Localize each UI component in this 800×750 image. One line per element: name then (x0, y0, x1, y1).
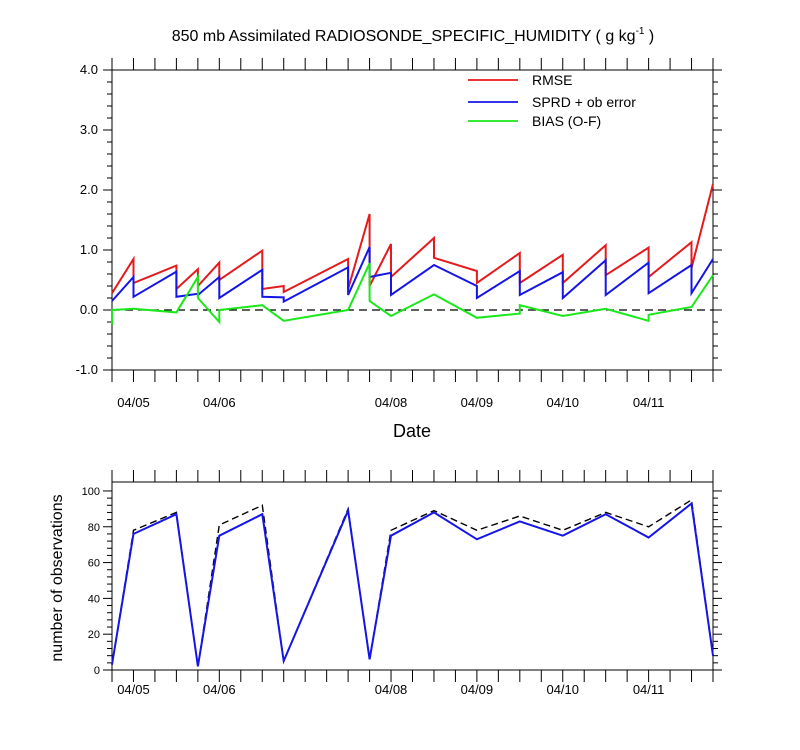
y-tick-label: 3.0 (80, 122, 98, 137)
y-tick-labels: -1.0 0.0 1.0 2.0 3.0 4.0 (76, 62, 98, 377)
y-tick-label: 60 (88, 558, 100, 570)
series-line-sprd-ob-error (111, 246, 714, 304)
y-tick-label: 20 (88, 629, 100, 641)
axis-ticks (103, 58, 722, 382)
series-line-bias-o-f (111, 262, 714, 325)
plot-area-frame (111, 69, 714, 371)
x-tick-label: 04/05 (117, 682, 150, 697)
x-tick-labels: 04/05 04/06 04/08 04/09 04/10 04/11 (117, 395, 664, 410)
y-tick-label: 80 (88, 522, 100, 534)
chart-title-text: 850 mb Assimilated RADIOSONDE_SPECIFIC_H… (172, 28, 636, 45)
y-tick-label: -1.0 (76, 362, 98, 377)
x-tick-label: 04/10 (546, 682, 579, 697)
y-tick-label: 40 (88, 593, 100, 605)
chart-title: 850 mb Assimilated RADIOSONDE_SPECIFIC_H… (172, 26, 655, 45)
x-tick-label: 04/06 (203, 682, 236, 697)
y-axis-label: number of observations (49, 494, 66, 661)
legend-label-sprd: SPRD + ob error (532, 94, 636, 110)
series-line-rmse (111, 183, 714, 294)
x-tick-label: 04/10 (546, 395, 579, 410)
x-tick-label: 04/09 (461, 395, 494, 410)
x-tick-label: 04/11 (633, 395, 665, 410)
x-tick-labels: 04/05 04/06 04/08 04/09 04/10 04/11 (117, 682, 664, 697)
y-tick-label: 100 (82, 486, 100, 498)
chart-title-superscript: -1 (636, 26, 645, 37)
y-tick-label: 0.0 (80, 302, 98, 317)
x-tick-label: 04/08 (375, 395, 408, 410)
series-line-used (111, 501, 714, 667)
x-tick-label: 04/09 (461, 682, 494, 697)
y-tick-label: 1.0 (80, 242, 98, 257)
x-tick-label: 04/08 (375, 682, 408, 697)
series-lines (111, 183, 714, 325)
rmse-chart: 850 mb Assimilated RADIOSONDE_SPECIFIC_H… (76, 26, 722, 441)
chart-title-suffix: ) (644, 28, 654, 45)
y-tick-labels: 0 20 40 60 80 100 (82, 486, 100, 677)
axis-ticks (103, 470, 722, 682)
legend-label-bias: BIAS (O-F) (532, 113, 601, 129)
x-tick-label: 04/11 (633, 682, 665, 697)
series-lines (111, 498, 714, 667)
legend: RMSE SPRD + ob error BIAS (O-F) (468, 72, 636, 129)
y-tick-label: 4.0 (80, 62, 98, 77)
y-tick-label: 0 (94, 665, 100, 677)
x-tick-label: 04/05 (117, 395, 150, 410)
x-axis-label: Date (393, 421, 431, 441)
legend-label-rmse: RMSE (532, 72, 572, 88)
x-tick-label: 04/06 (203, 395, 236, 410)
y-tick-label: 2.0 (80, 182, 98, 197)
